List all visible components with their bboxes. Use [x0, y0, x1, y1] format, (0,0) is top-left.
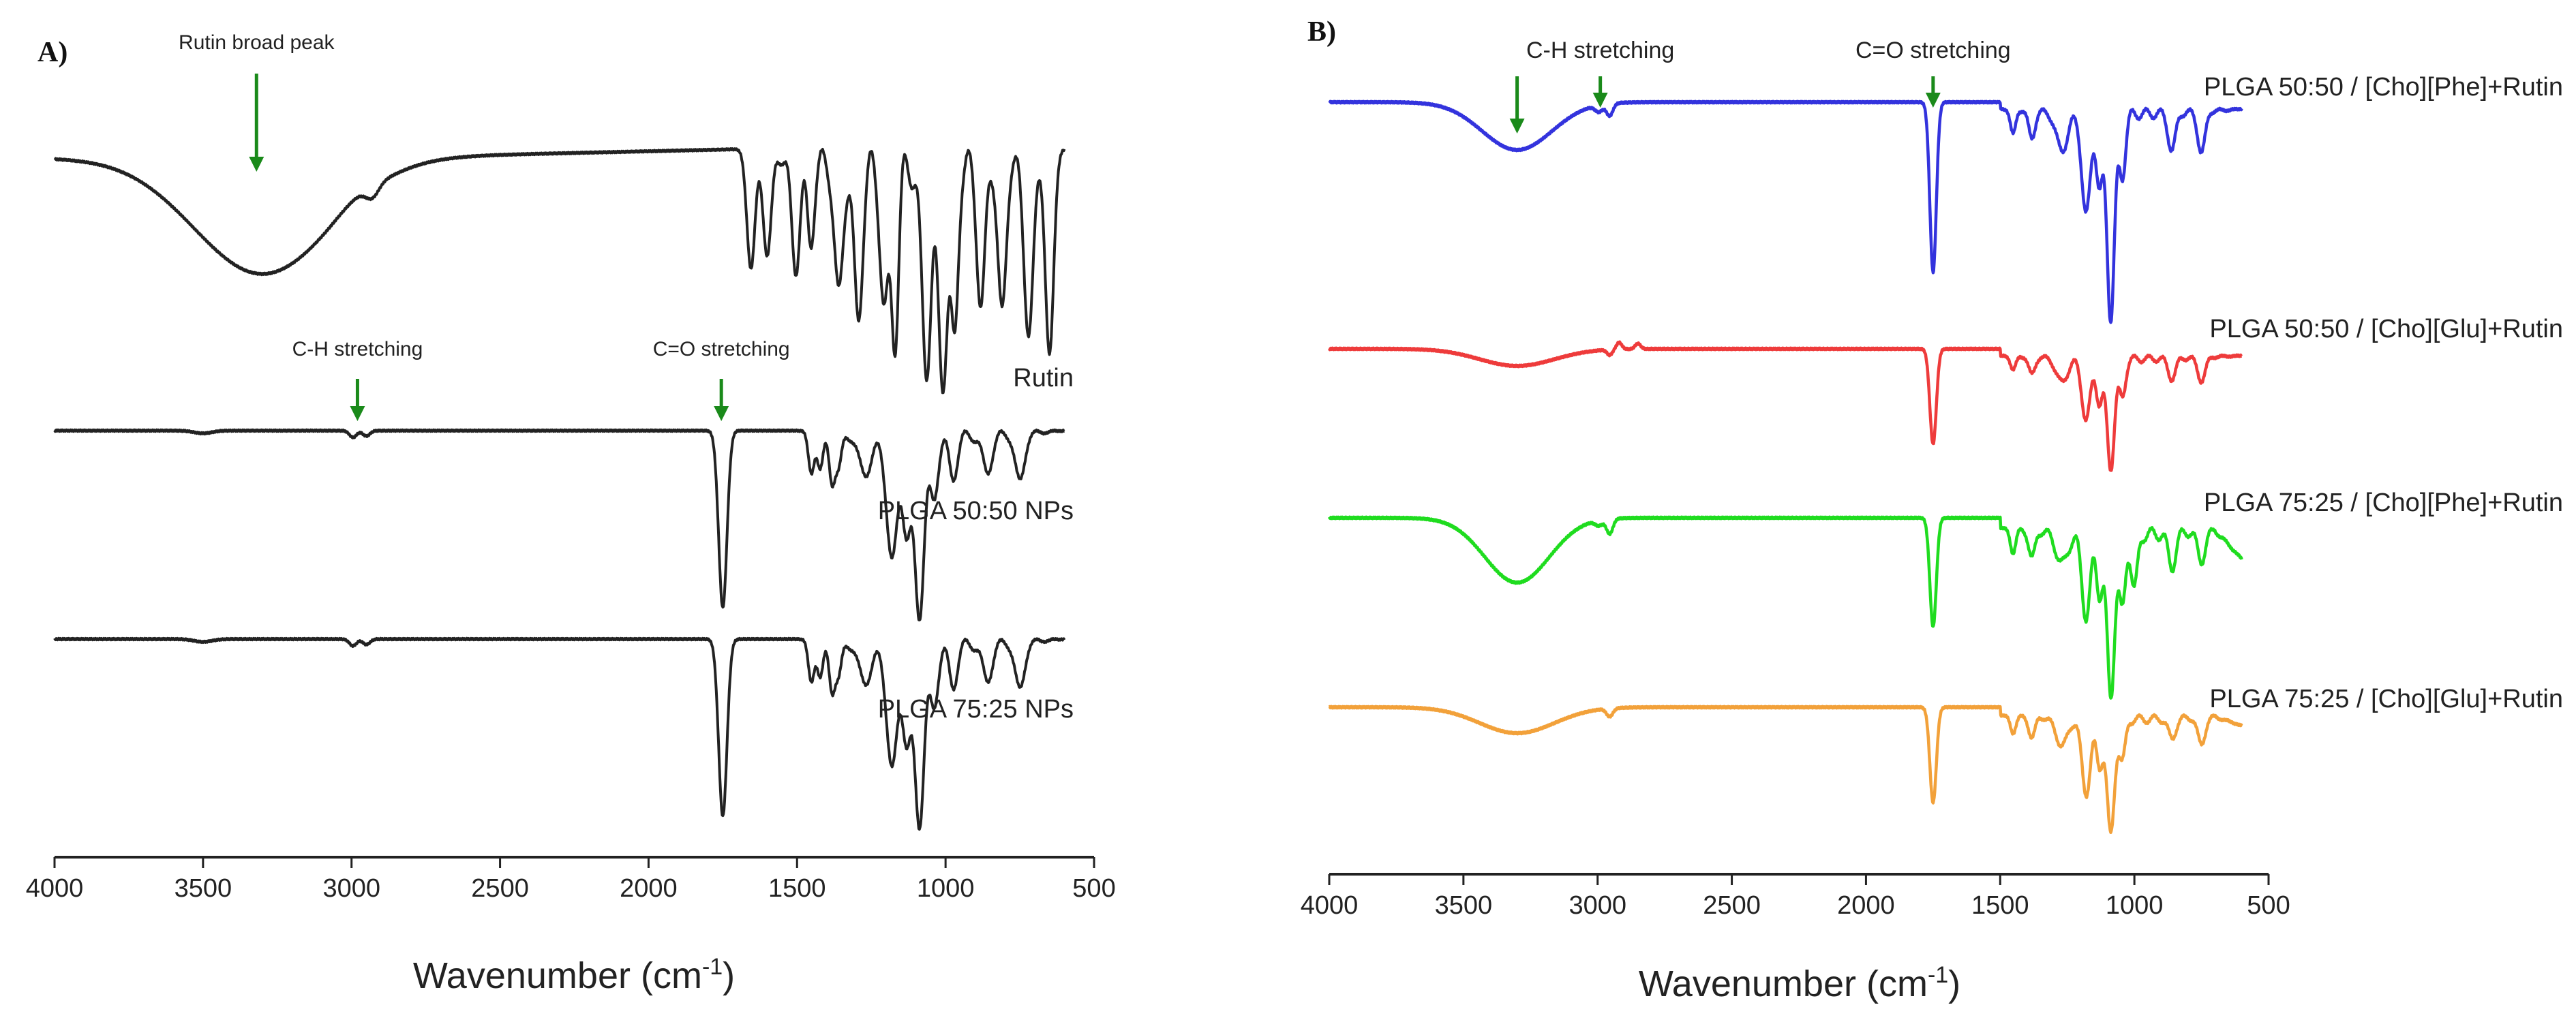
annotation-label: C-H stretching	[1526, 37, 1674, 63]
x-tick-label: 1500	[768, 874, 826, 903]
x-tick-label: 2000	[1837, 891, 1895, 920]
series-line	[53, 636, 1066, 831]
panel-b-series: PLGA 50:50 / [Cho][Phe]+Rutin PLGA 50:50 …	[1327, 73, 2563, 835]
series-line	[53, 147, 1066, 395]
series-label: Rutin	[1013, 364, 1074, 392]
x-tick-label: 2000	[620, 874, 678, 903]
x-tick-label: 4000	[1301, 891, 1359, 920]
annotation-label: C=O stretching	[1855, 37, 2011, 63]
annotation-label: Rutin broad peak	[179, 31, 335, 54]
annotation-arrow-head	[1509, 119, 1525, 134]
series-line	[1327, 515, 2243, 700]
series-line	[1328, 340, 2243, 472]
x-tick-label: 1000	[917, 874, 975, 903]
panel-a: A) 4000 3500 3000 2500 2000 1500 1000 500 Rutin…	[26, 31, 1116, 996]
annotation-arrow-head	[350, 406, 365, 421]
x-tick-label: 1500	[1971, 891, 2029, 920]
series-label: PLGA 75:25 / [Cho][Phe]+Rutin	[2204, 489, 2563, 517]
panel-a-annotations: Rutin broad peak C-H stretching C=O stretc…	[179, 31, 790, 421]
panel-a-label: A)	[37, 37, 67, 68]
annotation-label: C-H stretching	[292, 338, 423, 360]
series-line	[1328, 705, 2243, 835]
series-label: PLGA 75:25 / [Cho][Glu]+Rutin	[2209, 685, 2563, 713]
x-tick-label: 3000	[1569, 891, 1626, 920]
series-label: PLGA 50:50 / [Cho][Glu]+Rutin	[2209, 315, 2563, 343]
panel-a-ticks: 4000 3500 3000 2500 2000 1500 1000 500	[26, 857, 1116, 903]
annotation-arrow-head	[249, 157, 264, 172]
x-tick-label: 4000	[26, 874, 84, 903]
x-tick-label: 3500	[1435, 891, 1493, 920]
series-label: PLGA 50:50 NPs	[878, 497, 1074, 525]
panel-b-ticks: 4000 3500 3000 2500 2000 1500 1000 500	[1301, 874, 2290, 920]
annotation-label: C=O stretching	[653, 338, 790, 360]
annotation-arrow-head	[1925, 93, 1941, 108]
x-tick-label: 3500	[175, 874, 232, 903]
panel-a-x-axis-title: Wavenumber (cm-1)	[413, 954, 735, 996]
annotation-arrow-head	[714, 406, 729, 421]
series-label: PLGA 75:25 NPs	[878, 695, 1074, 724]
x-tick-label: 2500	[471, 874, 529, 903]
x-tick-label: 500	[2247, 891, 2290, 920]
panel-a-series: Rutin PLGA 50:50 NPs PLGA 75:25 NPs	[53, 147, 1074, 831]
panel-b-annotations: C-H stretching C=O stretching	[1509, 37, 2011, 134]
x-tick-label: 3000	[322, 874, 380, 903]
series-line	[1328, 99, 2243, 324]
series-line	[53, 428, 1065, 621]
panel-b: B) 4000 3500 3000 2500 2000 1500 1000 500 PLGA …	[1301, 16, 2563, 1004]
x-tick-label: 2500	[1703, 891, 1761, 920]
series-label: PLGA 50:50 / [Cho][Phe]+Rutin	[2204, 73, 2563, 102]
x-tick-label: 500	[1072, 874, 1115, 903]
annotation-arrow-head	[1592, 93, 1608, 108]
panel-b-label: B)	[1307, 16, 1336, 48]
panel-b-x-axis-title: Wavenumber (cm-1)	[1639, 962, 1960, 1004]
x-tick-label: 1000	[2106, 891, 2164, 920]
